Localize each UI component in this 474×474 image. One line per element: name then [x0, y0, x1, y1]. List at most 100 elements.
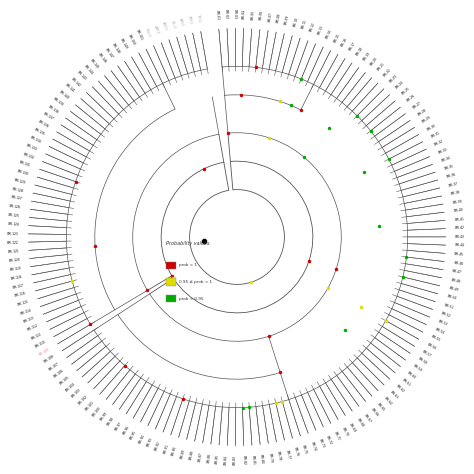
Text: ORI.82: ORI.82 — [242, 455, 246, 465]
Text: ORI.53: ORI.53 — [438, 319, 448, 327]
Text: ORI.139: ORI.139 — [52, 97, 64, 107]
Text: ORI.133: ORI.133 — [26, 144, 38, 152]
Text: ORI.132: ORI.132 — [22, 152, 35, 160]
Text: ORI.35: ORI.35 — [444, 164, 455, 171]
Text: ORI.17: ORI.17 — [348, 41, 357, 52]
Text: ORI.30: ORI.30 — [426, 123, 437, 132]
Text: ORI.96: ORI.96 — [122, 425, 130, 436]
Text: ORI.10: ORI.10 — [293, 17, 299, 27]
Text: ORI.144: ORI.144 — [83, 64, 93, 75]
Text: ORI.103: ORI.103 — [71, 388, 82, 399]
Text: ORI.57: ORI.57 — [421, 350, 432, 358]
Text: ORI.77: ORI.77 — [285, 449, 291, 459]
Text: ORI.16: ORI.16 — [341, 36, 349, 47]
Text: INT.O: INT.O — [196, 14, 201, 23]
Text: ORI.76: ORI.76 — [293, 447, 300, 457]
Text: ORI.08: ORI.08 — [276, 13, 282, 23]
Text: ORI.55: ORI.55 — [430, 335, 441, 343]
Text: ORI.95: ORI.95 — [130, 429, 138, 440]
Text: ORI.19: ORI.19 — [363, 51, 372, 61]
Text: ORI.31: ORI.31 — [430, 131, 441, 139]
Text: SAR.O: SAR.O — [153, 25, 160, 35]
Text: ORI.70: ORI.70 — [341, 427, 349, 438]
Text: ORI.87: ORI.87 — [198, 452, 203, 462]
Text: ORI.140: ORI.140 — [58, 90, 70, 100]
Text: ORI.05: ORI.05 — [250, 9, 255, 19]
Text: ORI.117: ORI.117 — [12, 283, 25, 290]
Text: ORI.42: ORI.42 — [455, 226, 465, 230]
Text: ORI.105: ORI.105 — [59, 375, 71, 386]
Text: ORI.43: ORI.43 — [455, 235, 465, 239]
Text: ORI.36: ORI.36 — [446, 173, 457, 179]
Text: ORI.48: ORI.48 — [450, 278, 461, 283]
Text: PER.O: PER.O — [187, 15, 192, 24]
Text: ORI.141: ORI.141 — [64, 83, 75, 94]
Text: ORI.111: ORI.111 — [30, 332, 42, 340]
Text: ORI.106: ORI.106 — [54, 368, 65, 379]
Text: ORI.143: ORI.143 — [76, 70, 87, 82]
Text: ORI.44: ORI.44 — [455, 244, 465, 248]
Text: ORI.14: ORI.14 — [325, 28, 333, 39]
Text: ORI.90: ORI.90 — [171, 446, 178, 456]
Text: ORI.54: ORI.54 — [434, 327, 445, 335]
Text: ORI.142: ORI.142 — [70, 76, 81, 88]
Text: ORI.120: ORI.120 — [8, 257, 20, 263]
Text: ORI.03: ORI.03 — [233, 9, 237, 19]
Text: ORI.113: ORI.113 — [23, 316, 35, 324]
Text: ORI.88: ORI.88 — [189, 450, 195, 461]
Text: ORI.99: ORI.99 — [100, 411, 109, 421]
Text: Probability values: Probability values — [166, 241, 210, 246]
Text: ORI.85: ORI.85 — [215, 454, 220, 465]
Text: prob < 0.95: prob < 0.95 — [179, 297, 204, 301]
Text: ORI.151: ORI.151 — [135, 29, 144, 42]
Text: ORI.110: ORI.110 — [34, 339, 46, 348]
Text: ORI.94: ORI.94 — [138, 433, 146, 444]
Text: ORI.27: ORI.27 — [412, 101, 422, 110]
Text: ORI.79: ORI.79 — [268, 452, 273, 463]
Text: prob = 1: prob = 1 — [179, 264, 197, 267]
Text: ORI.115: ORI.115 — [17, 300, 29, 307]
Text: ORI.108: ORI.108 — [43, 354, 55, 364]
Text: ORI.123: ORI.123 — [7, 232, 19, 236]
Text: ORI.97: ORI.97 — [114, 421, 123, 431]
Text: ORI.61: ORI.61 — [401, 378, 411, 387]
Text: ORI.22: ORI.22 — [383, 68, 392, 78]
Text: ORI.149: ORI.149 — [119, 37, 128, 50]
Text: ORI.25: ORI.25 — [401, 87, 411, 96]
Text: ORI.148: ORI.148 — [111, 42, 121, 55]
Text: ORI.59: ORI.59 — [412, 364, 422, 373]
Text: ORI.118: ORI.118 — [10, 274, 23, 281]
Text: ORI.33: ORI.33 — [438, 147, 448, 155]
Text: ORI.18: ORI.18 — [356, 46, 364, 56]
Text: ORI.114: ORI.114 — [20, 308, 32, 316]
Text: ORI.13: ORI.13 — [317, 25, 325, 36]
Text: ORI.50: ORI.50 — [446, 294, 457, 301]
Text: ORI.122: ORI.122 — [7, 240, 19, 245]
Text: ORI.137: ORI.137 — [42, 112, 54, 121]
Text: ORI.07: ORI.07 — [267, 11, 273, 22]
Text: ORI.104: ORI.104 — [65, 382, 77, 392]
Text: ORI.37: ORI.37 — [448, 182, 459, 188]
Text: ORI.119: ORI.119 — [9, 266, 21, 272]
Text: ORI.138: ORI.138 — [47, 104, 59, 114]
Text: ORI.21: ORI.21 — [376, 62, 386, 72]
Text: ORI.58: ORI.58 — [417, 357, 428, 366]
Text: ORI.67: ORI.67 — [363, 413, 372, 423]
Text: ORI.46: ORI.46 — [453, 261, 464, 266]
Text: ORI.125: ORI.125 — [8, 213, 20, 219]
Text: ORI.04: ORI.04 — [242, 9, 246, 19]
Text: ORI.121: ORI.121 — [8, 249, 19, 254]
Text: ORI.145: ORI.145 — [90, 58, 100, 70]
Text: ORI.131: ORI.131 — [19, 161, 31, 168]
FancyBboxPatch shape — [166, 278, 176, 286]
Text: ORI.09: ORI.09 — [284, 14, 291, 25]
Text: ORI.49: ORI.49 — [448, 286, 459, 292]
Text: ORI.128: ORI.128 — [12, 187, 24, 193]
Text: ORI.116: ORI.116 — [14, 292, 27, 298]
Text: ORI.52: ORI.52 — [441, 311, 452, 318]
Text: ORI.98: ORI.98 — [107, 416, 116, 427]
Text: ARG.O: ARG.O — [161, 21, 168, 32]
Text: ORI.69: ORI.69 — [348, 422, 357, 433]
Text: ORI.84: ORI.84 — [224, 455, 229, 465]
Text: ORI.40: ORI.40 — [453, 208, 464, 213]
